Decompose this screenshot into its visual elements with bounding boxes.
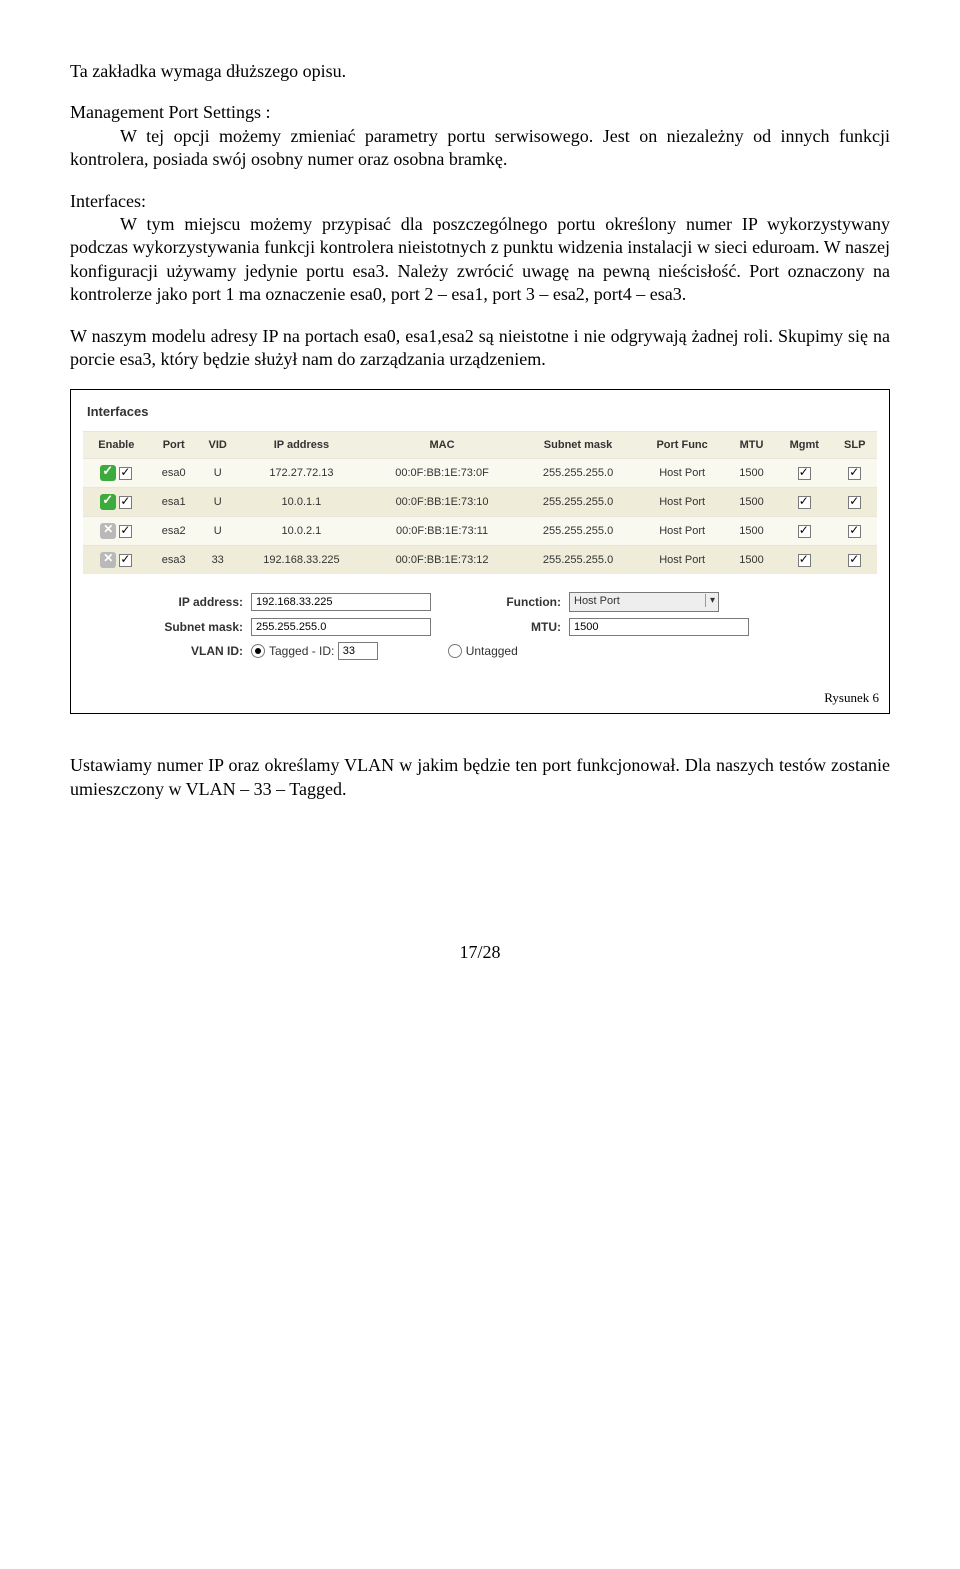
th-mgmt: Mgmt <box>776 432 832 459</box>
interfaces-body: W tym miejscu możemy przypisać dla poszc… <box>70 213 890 307</box>
status-icon <box>100 494 116 510</box>
th-port: Port <box>150 432 198 459</box>
cell-ip: 10.0.1.1 <box>238 488 366 517</box>
interfaces-heading: Interfaces: <box>70 191 146 211</box>
table-row[interactable]: esa3 33 192.168.33.225 00:0F:BB:1E:73:12… <box>83 546 877 575</box>
cell-vid: U <box>198 517 238 546</box>
th-vid: VID <box>198 432 238 459</box>
th-enable: Enable <box>83 432 150 459</box>
cell-port: esa2 <box>150 517 198 546</box>
cell-mask: 255.255.255.0 <box>519 546 637 575</box>
cell-func: Host Port <box>637 517 727 546</box>
cell-mask: 255.255.255.0 <box>519 517 637 546</box>
cell-mtu: 1500 <box>727 459 776 488</box>
untagged-label: Untagged <box>466 644 518 660</box>
form-area: IP address: Function: Host Port Subnet m… <box>83 588 877 670</box>
cell-vid: U <box>198 459 238 488</box>
tagged-id-input[interactable] <box>338 642 378 660</box>
table-row[interactable]: esa1 U 10.0.1.1 00:0F:BB:1E:73:10 255.25… <box>83 488 877 517</box>
figure-caption: Rysunek 6 <box>71 678 889 713</box>
cell-ip: 192.168.33.225 <box>238 546 366 575</box>
enable-checkbox[interactable] <box>119 467 132 480</box>
cell-mac: 00:0F:BB:1E:73:11 <box>365 517 519 546</box>
th-mac: MAC <box>365 432 519 459</box>
cell-port: esa1 <box>150 488 198 517</box>
enable-checkbox[interactable] <box>119 496 132 509</box>
page-number: 17/28 <box>70 941 890 964</box>
function-label: Function: <box>471 595 569 611</box>
th-func: Port Func <box>637 432 727 459</box>
paragraph-5: Ustawiamy numer IP oraz określamy VLAN w… <box>70 754 890 801</box>
cell-port: esa3 <box>150 546 198 575</box>
mgmt-checkbox[interactable] <box>798 496 811 509</box>
slp-checkbox[interactable] <box>848 554 861 567</box>
table-row[interactable]: esa0 U 172.27.72.13 00:0F:BB:1E:73:0F 25… <box>83 459 877 488</box>
cell-mac: 00:0F:BB:1E:73:10 <box>365 488 519 517</box>
untagged-radio[interactable] <box>448 644 462 658</box>
slp-checkbox[interactable] <box>848 496 861 509</box>
cell-mac: 00:0F:BB:1E:73:12 <box>365 546 519 575</box>
cell-mask: 255.255.255.0 <box>519 488 637 517</box>
paragraph-1: Ta zakładka wymaga dłuższego opisu. <box>70 60 890 83</box>
cell-mtu: 1500 <box>727 517 776 546</box>
th-mask: Subnet mask <box>519 432 637 459</box>
mtu-label: MTU: <box>471 620 569 636</box>
cell-vid: 33 <box>198 546 238 575</box>
cell-ip: 172.27.72.13 <box>238 459 366 488</box>
table-header-row: Enable Port VID IP address MAC Subnet ma… <box>83 432 877 459</box>
paragraph-4: W naszym modelu adresy IP na portach esa… <box>70 325 890 372</box>
tagged-radio[interactable] <box>251 644 265 658</box>
paragraph-3: Interfaces: W tym miejscu możemy przypis… <box>70 190 890 307</box>
cell-vid: U <box>198 488 238 517</box>
vlan-label: VLAN ID: <box>123 644 251 660</box>
interfaces-table: Enable Port VID IP address MAC Subnet ma… <box>83 431 877 574</box>
cell-mac: 00:0F:BB:1E:73:0F <box>365 459 519 488</box>
mgmt-checkbox[interactable] <box>798 467 811 480</box>
mgmt-body: W tej opcji możemy zmieniać parametry po… <box>70 125 890 172</box>
enable-checkbox[interactable] <box>119 554 132 567</box>
cell-mask: 255.255.255.0 <box>519 459 637 488</box>
status-icon <box>100 523 116 539</box>
slp-checkbox[interactable] <box>848 525 861 538</box>
mask-label: Subnet mask: <box>123 620 251 636</box>
function-select[interactable]: Host Port <box>569 592 719 612</box>
cell-func: Host Port <box>637 459 727 488</box>
cell-mtu: 1500 <box>727 546 776 575</box>
mgmt-checkbox[interactable] <box>798 554 811 567</box>
th-mtu: MTU <box>727 432 776 459</box>
cell-port: esa0 <box>150 459 198 488</box>
interfaces-panel: Interfaces Enable Port VID IP address MA… <box>70 389 890 714</box>
enable-checkbox[interactable] <box>119 525 132 538</box>
mask-input[interactable] <box>251 618 431 636</box>
tagged-label: Tagged - ID: <box>269 644 334 660</box>
th-slp: SLP <box>832 432 877 459</box>
cell-mtu: 1500 <box>727 488 776 517</box>
slp-checkbox[interactable] <box>848 467 861 480</box>
status-icon <box>100 552 116 568</box>
panel-title: Interfaces <box>83 400 877 431</box>
mgmt-heading: Management Port Settings : <box>70 102 270 122</box>
mgmt-checkbox[interactable] <box>798 525 811 538</box>
cell-ip: 10.0.2.1 <box>238 517 366 546</box>
cell-func: Host Port <box>637 546 727 575</box>
cell-func: Host Port <box>637 488 727 517</box>
table-row[interactable]: esa2 U 10.0.2.1 00:0F:BB:1E:73:11 255.25… <box>83 517 877 546</box>
ip-input[interactable] <box>251 593 431 611</box>
mtu-input[interactable] <box>569 618 749 636</box>
status-icon <box>100 465 116 481</box>
ip-label: IP address: <box>123 595 251 611</box>
paragraph-2: Management Port Settings : W tej opcji m… <box>70 101 890 171</box>
th-ip: IP address <box>238 432 366 459</box>
